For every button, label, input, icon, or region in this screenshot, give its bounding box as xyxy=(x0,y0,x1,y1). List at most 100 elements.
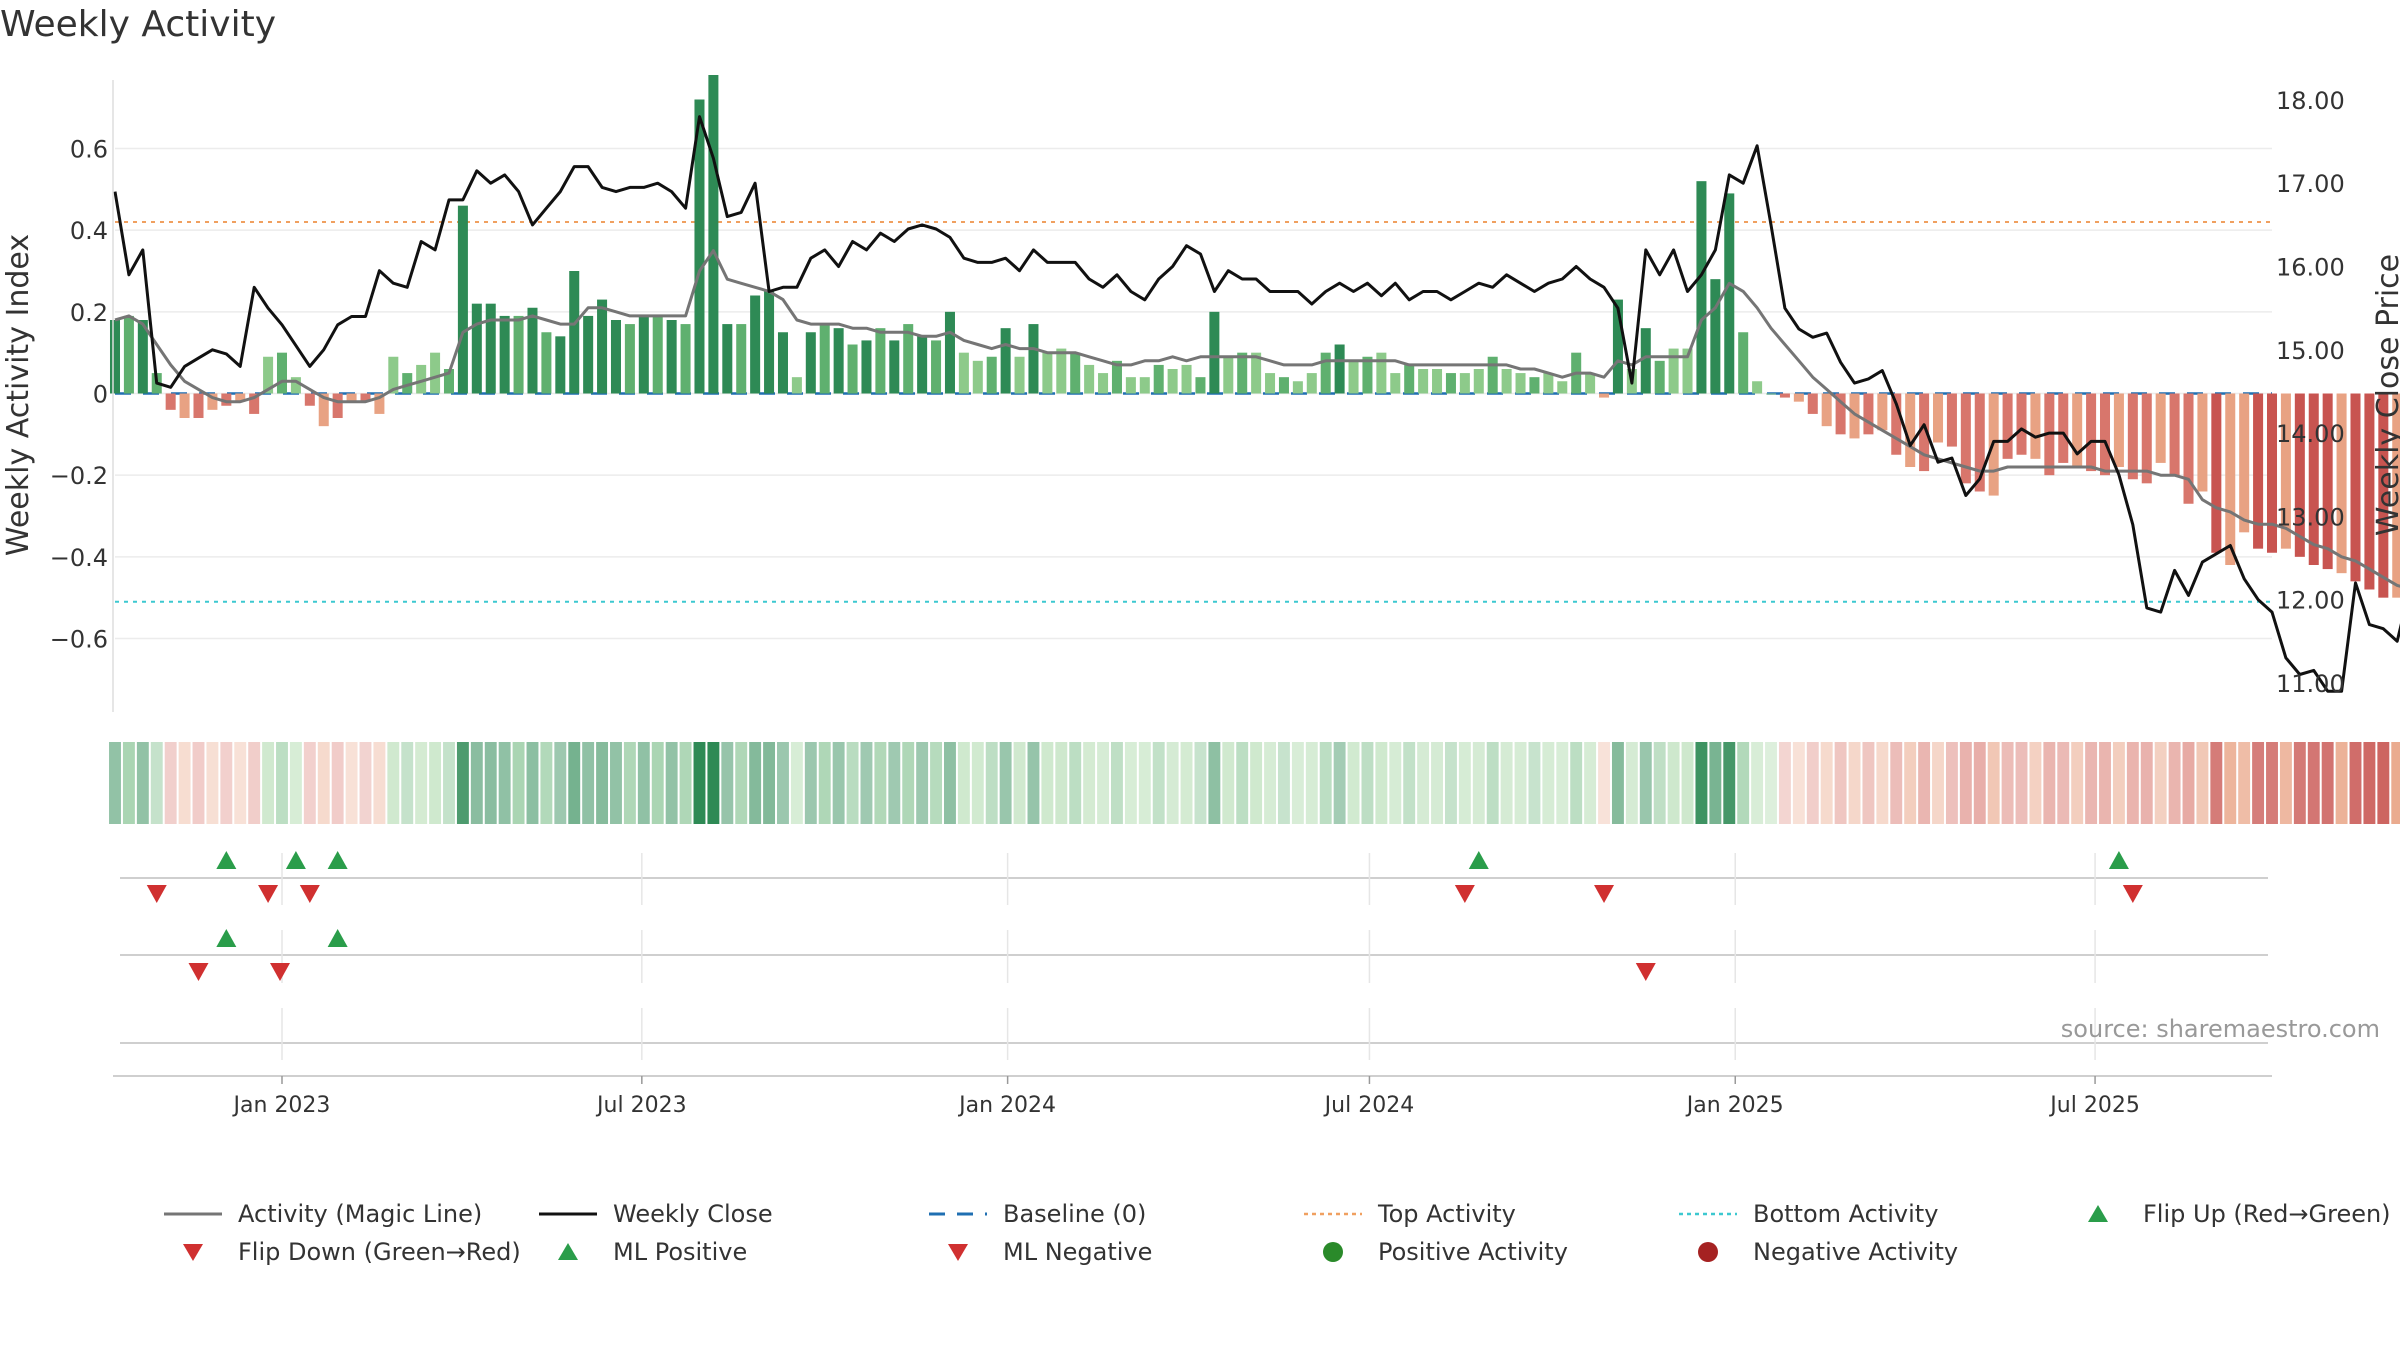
magic-line xyxy=(114,249,2400,588)
legend-item: Positive Activity xyxy=(1302,1238,1568,1266)
strip-cell xyxy=(1124,742,1137,824)
activity-bar xyxy=(1473,369,1484,394)
activity-bar xyxy=(819,324,830,394)
activity-bar xyxy=(471,303,482,394)
activity-bar xyxy=(1418,369,1429,394)
strip-cell xyxy=(693,742,706,824)
right-tick-label: 18.00 xyxy=(2276,87,2345,115)
activity-bar xyxy=(1084,364,1095,394)
strip-cell xyxy=(916,742,929,824)
strip-cell xyxy=(1862,742,1875,824)
strip-cell xyxy=(568,742,581,824)
activity-bar xyxy=(652,315,663,394)
strip-cell xyxy=(136,742,149,824)
strip-cell xyxy=(665,742,678,824)
activity-bar xyxy=(875,328,886,394)
strip-cell xyxy=(1458,742,1471,824)
flip-down-green-red-marker xyxy=(146,885,167,903)
strip-cell xyxy=(1904,742,1917,824)
activity-bar xyxy=(499,315,510,394)
strip-cell xyxy=(192,742,205,824)
activity-bar xyxy=(1640,328,1651,394)
activity-bar xyxy=(1334,344,1345,394)
strip-cell xyxy=(345,742,358,824)
strip-cell xyxy=(2307,742,2320,824)
activity-bar xyxy=(2322,393,2333,570)
legend-label: Flip Up (Red→Green) xyxy=(2143,1200,2391,1228)
legend-swatch xyxy=(948,1244,968,1261)
strip-cell xyxy=(1027,742,1040,824)
weekly-close-line xyxy=(113,115,2400,693)
activity-bar xyxy=(2016,393,2027,455)
activity-bar xyxy=(2225,393,2236,565)
activity-bar xyxy=(805,332,816,394)
strip-cell xyxy=(1347,742,1360,824)
activity-bar xyxy=(2183,393,2194,504)
activity-bar xyxy=(1056,348,1067,394)
activity-bar xyxy=(443,369,454,394)
strip-cell xyxy=(1987,742,2000,824)
strip-cell xyxy=(1834,742,1847,824)
activity-bar xyxy=(722,324,733,394)
activity-bar xyxy=(1960,393,1971,484)
activity-bar xyxy=(179,393,190,418)
flip-up-red-green-marker xyxy=(327,851,348,869)
activity-bar xyxy=(304,393,315,406)
activity-bar xyxy=(1195,377,1206,394)
activity-bar xyxy=(388,356,399,394)
activity-bar xyxy=(1223,356,1234,394)
strip-cell xyxy=(1111,742,1123,824)
activity-bar xyxy=(221,393,232,406)
x-tick-label: Jan 2024 xyxy=(957,1093,1056,1118)
activity-bar xyxy=(2280,393,2291,549)
strip-cell xyxy=(1013,742,1026,824)
legend-item: ML Positive xyxy=(537,1238,747,1266)
legend-swatch xyxy=(2088,1205,2108,1222)
activity-bar xyxy=(1612,299,1623,394)
activity-bar xyxy=(1682,348,1693,394)
strip-cell xyxy=(930,742,943,824)
right-axis-label: Weekly Close Price xyxy=(2371,254,2400,536)
activity-bar xyxy=(1599,393,1610,398)
strip-cell xyxy=(1319,742,1332,824)
strip-cell xyxy=(387,742,400,824)
ml-positive-marker xyxy=(216,929,237,947)
strip-cell xyxy=(401,742,414,824)
strip-cell xyxy=(2015,742,2028,824)
activity-bar xyxy=(1432,369,1443,394)
strip-cell xyxy=(2112,742,2125,824)
strip-cell xyxy=(1820,742,1833,824)
strip-cell xyxy=(2279,742,2292,824)
activity-bar xyxy=(207,393,218,410)
legend-label: ML Negative xyxy=(1003,1238,1153,1266)
activity-bar xyxy=(1863,393,1874,435)
activity-bar xyxy=(944,311,955,394)
activity-bar xyxy=(1209,311,1220,394)
strip-cell xyxy=(1389,742,1402,824)
strip-cell xyxy=(331,742,344,824)
activity-bar xyxy=(1487,356,1498,394)
strip-cell xyxy=(1611,742,1624,824)
strip-cell xyxy=(276,742,288,824)
strip-cell xyxy=(1291,742,1304,824)
activity-bar xyxy=(1028,324,1039,394)
strip-cell xyxy=(596,742,609,824)
legend-item: Bottom Activity xyxy=(1677,1200,1938,1228)
strip-cell xyxy=(1945,742,1958,824)
strip-cell xyxy=(1751,742,1764,824)
activity-bar xyxy=(1849,393,1860,439)
strip-cell xyxy=(2168,742,2181,824)
activity-bar xyxy=(290,377,301,394)
strip-cell xyxy=(2154,742,2167,824)
strip-cell xyxy=(763,742,776,824)
strip-cell xyxy=(985,742,998,824)
activity-bar xyxy=(1835,393,1846,435)
legend-label: Weekly Close xyxy=(613,1200,773,1228)
strip-cell xyxy=(1194,742,1207,824)
activity-bar xyxy=(249,393,260,414)
strip-cell xyxy=(1277,742,1290,824)
activity-bar xyxy=(1766,393,1777,395)
activity-bar xyxy=(1585,373,1596,394)
strip-cell xyxy=(150,742,163,824)
